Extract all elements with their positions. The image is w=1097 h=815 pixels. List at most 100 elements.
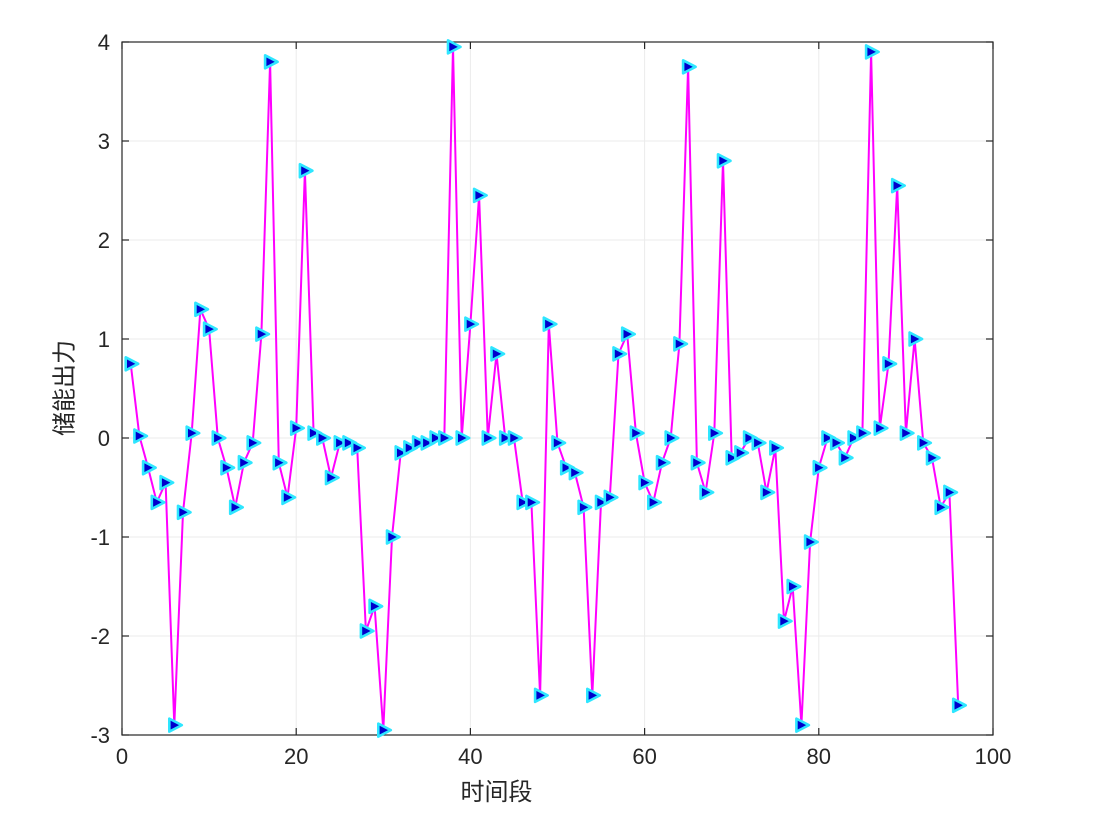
triangle-marker [760,484,776,501]
triangle-marker [551,435,567,451]
triangle-marker [168,717,184,733]
triangle-marker [246,435,262,451]
triangle-marker [847,430,863,446]
triangle-marker [821,430,837,446]
triangle-marker [516,494,532,511]
triangle-marker [777,613,793,629]
x-tick-label: 60 [632,744,656,769]
triangle-marker [176,504,192,521]
triangle-marker [228,499,244,516]
triangle-marker [368,598,384,615]
triangle-marker [542,316,558,332]
triangle-marker [220,459,236,476]
triangle-marker [664,430,680,446]
triangle-marker [673,336,689,352]
triangle-marker [742,430,758,446]
triangle-marker [803,534,819,550]
axes-box [121,41,994,736]
triangle-marker [751,435,767,451]
triangle-marker [577,499,593,516]
y-tick-label: 3 [98,129,110,154]
triangle-marker [908,331,924,347]
series-line [129,45,960,732]
triangle-marker [925,449,941,466]
triangle-marker [507,430,523,446]
triangle-marker [481,430,497,446]
triangle-marker [315,430,332,446]
x-axis-label: 时间段 [460,779,533,806]
triangle-marker [472,187,488,204]
y-tick-label: 1 [98,327,110,352]
triangle-marker [185,425,201,441]
triangle-marker [307,425,323,441]
triangle-marker [194,301,210,318]
triangle-marker [786,578,802,595]
y-tick-label: -2 [90,624,110,649]
triangle-marker [281,489,297,506]
triangle-marker [263,53,279,70]
triangle-marker [768,440,785,456]
triangle-marker [289,420,306,436]
triangle-marker [829,435,846,451]
triangle-marker [394,445,410,461]
triangle-marker [585,687,602,704]
triangle-marker [385,529,401,545]
triangle-marker [298,162,314,179]
triangle-marker [533,687,549,704]
triangle-marker [795,717,811,733]
triangle-marker [690,454,706,471]
triangle-marker [498,430,515,446]
triangle-marker [446,39,462,55]
triangle-marker [211,430,227,446]
triangle-marker [342,435,358,451]
triangle-marker [376,722,393,738]
triangle-marker [255,326,271,342]
triangle-marker [159,474,175,491]
triangle-marker [638,474,654,491]
triangle-marker [899,425,915,441]
triangle-marker [725,449,741,466]
triangle-marker [124,355,140,372]
triangle-marker [559,459,576,476]
triangle-marker [873,420,889,436]
triangle-marker [856,425,872,441]
triangle-marker [916,435,933,451]
triangle-marker [951,697,968,714]
triangle-marker [403,440,419,456]
triangle-marker [141,459,157,476]
triangle-marker [420,435,436,451]
triangle-marker [429,430,445,446]
triangle-marker [490,346,506,362]
triangle-marker [359,623,375,639]
triangle-marker [237,454,253,471]
triangle-marker [943,484,959,501]
triangle-marker [202,321,218,337]
triangle-marker [594,494,610,511]
x-tick-label: 0 [116,744,128,769]
x-tick-label: 100 [975,744,1012,769]
y-tick-label: 2 [98,228,110,253]
triangle-marker [603,489,619,506]
triangle-marker [324,469,340,486]
triangle-marker [681,58,697,75]
x-tick-label: 40 [458,744,482,769]
triangle-marker [350,440,367,456]
triangle-marker [568,464,584,481]
triangle-marker [525,494,541,511]
triangle-marker [699,484,715,501]
triangle-marker [716,153,732,169]
triangle-marker [838,449,854,466]
triangle-marker [655,454,671,471]
triangle-marker [620,326,637,342]
triangle-marker [812,459,828,476]
triangle-marker [272,454,288,471]
triangle-marker [133,428,149,444]
triangle-marker [629,425,645,441]
triangle-marker [150,494,166,511]
y-tick-label: 4 [98,30,110,55]
y-tick-label: -1 [90,525,110,550]
triangle-marker [333,435,349,451]
triangle-marker [411,435,427,451]
